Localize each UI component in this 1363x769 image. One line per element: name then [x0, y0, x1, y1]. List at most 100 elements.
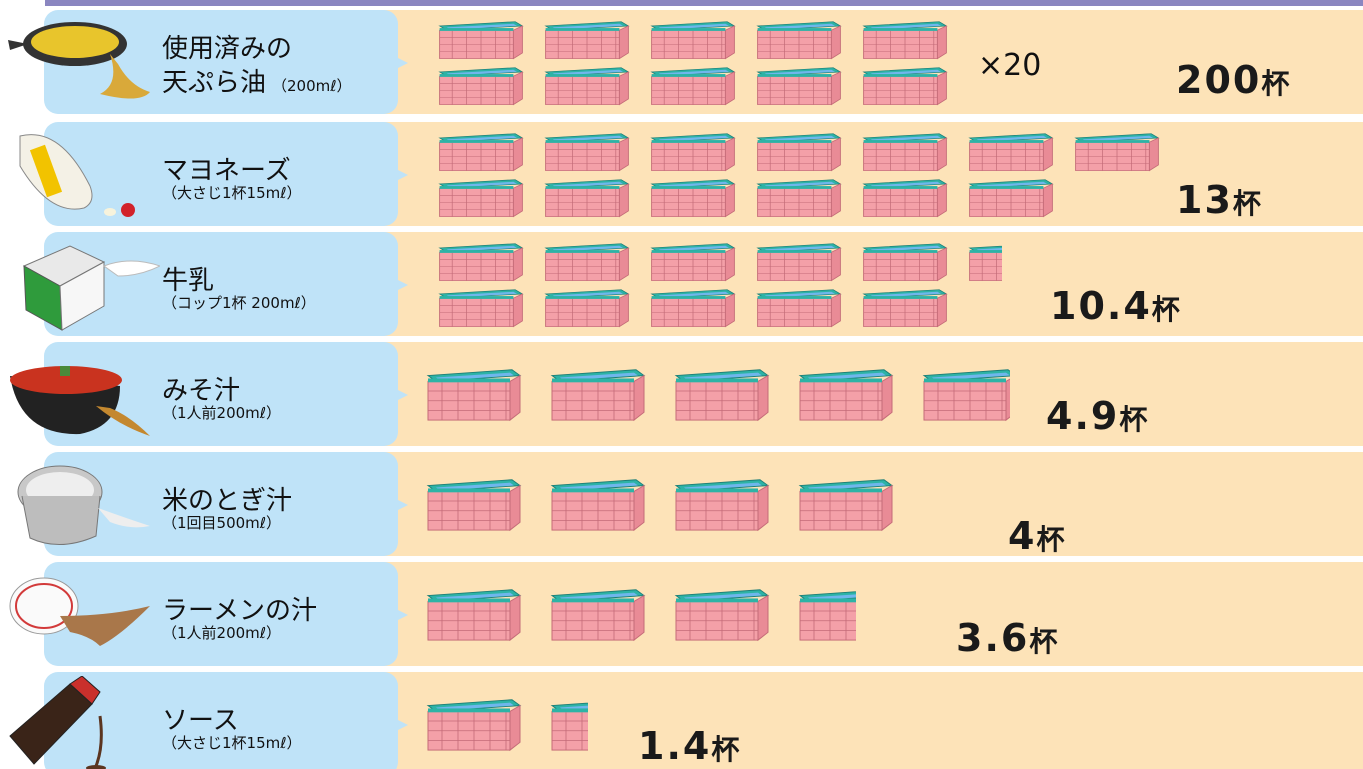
- chart-row: 使用済みの天ぷら油 （200mℓ） ×20 200杯: [0, 10, 1363, 114]
- bathtub-mark: [920, 362, 1020, 426]
- bathtub-mark: [648, 238, 738, 286]
- bathtub-mark: [542, 284, 632, 332]
- category-label-box: [44, 452, 398, 556]
- bathtub-mark: [754, 16, 844, 64]
- chart-row: マヨネーズ （大さじ1杯15mℓ） 13杯: [0, 122, 1363, 226]
- bathtub-mark: [424, 692, 524, 756]
- category-label-box: [44, 122, 398, 226]
- bathtub-marks: [0, 452, 1363, 556]
- category-amount: （1人前200mℓ）: [162, 624, 281, 642]
- bathtub-mark: [548, 472, 648, 536]
- bathtub-mark: [966, 174, 1056, 222]
- bathtub-mark: [860, 128, 950, 176]
- category-name: 米のとぎ汁: [162, 486, 293, 516]
- bathtub-mark: [542, 16, 632, 64]
- value-label: 4.9杯: [1046, 394, 1148, 438]
- bathtub-mark: [436, 62, 526, 110]
- bathtub-marks: [0, 562, 1363, 666]
- row-band: [380, 672, 1363, 769]
- bathtub-mark: [548, 692, 648, 756]
- bathtub-marks: [0, 122, 1363, 226]
- bathtub-mark: [966, 128, 1056, 176]
- category-amount: （1人前200mℓ）: [162, 404, 281, 422]
- top-rule: [45, 0, 1363, 6]
- bathtub-marks: [0, 232, 1363, 336]
- arrow-right-icon: [382, 162, 408, 188]
- bathtub-mark: [754, 62, 844, 110]
- category-name: マヨネーズ: [162, 156, 291, 186]
- value-label: 200杯: [1176, 58, 1290, 102]
- chart-row: 米のとぎ汁 （1回目500mℓ） 4杯: [0, 452, 1363, 558]
- chart-row: ソース （大さじ1杯15mℓ） 1.4杯: [0, 672, 1363, 769]
- rice-pot-icon: [0, 456, 160, 552]
- bathtub-mark: [436, 238, 526, 286]
- category-name: みそ汁: [162, 376, 241, 406]
- bathtub-mark: [966, 238, 1056, 286]
- ramen-bowl-icon: [0, 566, 160, 662]
- milk-carton-icon: [0, 236, 162, 332]
- value-label: 13杯: [1176, 178, 1261, 222]
- arrow-right-icon: [382, 712, 408, 738]
- bathtub-mark: [1072, 128, 1162, 176]
- bathtub-marks: [0, 342, 1363, 446]
- bathtub-mark: [648, 128, 738, 176]
- bathtub-mark: [548, 362, 648, 426]
- bathtub-mark: [542, 128, 632, 176]
- bathtub-mark: [542, 62, 632, 110]
- bathtub-mark: [796, 582, 896, 646]
- frying-pan-oil-icon: [0, 14, 160, 110]
- bathtub-mark: [648, 16, 738, 64]
- value-label: 4杯: [1008, 514, 1065, 558]
- bathtub-mark: [436, 16, 526, 64]
- bathtub-mark: [860, 62, 950, 110]
- category-name: 使用済みの: [162, 34, 293, 64]
- bathtub-mark: [754, 284, 844, 332]
- bathtub-marks: [0, 10, 1363, 114]
- category-name-line2: 天ぷら油 （200mℓ）: [162, 68, 352, 98]
- bathtub-mark: [542, 238, 632, 286]
- category-amount: （コップ1杯 200mℓ）: [162, 294, 316, 312]
- sauce-bottle-icon: [0, 675, 160, 769]
- value-label: 3.6杯: [956, 616, 1058, 660]
- bathtub-mark: [754, 238, 844, 286]
- bathtub-mark: [672, 362, 772, 426]
- row-band: [380, 562, 1363, 666]
- category-amount: （1回目500mℓ）: [162, 514, 281, 532]
- arrow-right-icon: [382, 50, 408, 76]
- chart-row: ラーメンの汁 （1人前200mℓ） 3.6杯: [0, 562, 1363, 666]
- category-amount: （大さじ1杯15mℓ）: [162, 734, 302, 752]
- chart-row: みそ汁 （1人前200mℓ） 4.9杯: [0, 342, 1363, 446]
- bathtub-mark: [860, 16, 950, 64]
- value-label: 10.4杯: [1050, 284, 1180, 328]
- category-amount: （大さじ1杯15mℓ）: [162, 184, 302, 202]
- miso-soup-bowl-icon: [0, 346, 160, 442]
- bathtub-mark: [860, 174, 950, 222]
- mayonnaise-bottle-icon: [0, 126, 160, 222]
- bathtub-mark: [648, 62, 738, 110]
- arrow-right-icon: [382, 382, 408, 408]
- bathtub-mark: [424, 362, 524, 426]
- bathtub-mark: [648, 284, 738, 332]
- multiplier-label: ×20: [978, 48, 1042, 83]
- value-label: 1.4杯: [638, 724, 740, 768]
- bathtub-mark: [436, 128, 526, 176]
- category-name: ソース: [162, 706, 239, 736]
- bathtub-marks: [0, 672, 1363, 769]
- category-amount: （200mℓ）: [272, 77, 352, 95]
- bathtub-mark: [754, 174, 844, 222]
- arrow-right-icon: [382, 272, 408, 298]
- bathtub-mark: [436, 284, 526, 332]
- arrow-right-icon: [382, 602, 408, 628]
- category-label-box: [44, 672, 398, 769]
- arrow-right-icon: [382, 492, 408, 518]
- chart-row: 牛乳 （コップ1杯 200mℓ） 10.4杯: [0, 232, 1363, 336]
- category-name: 牛乳: [162, 266, 215, 296]
- bathtub-mark: [424, 582, 524, 646]
- bathtub-mark: [672, 582, 772, 646]
- bathtub-mark: [754, 128, 844, 176]
- bathtub-mark: [648, 174, 738, 222]
- bathtub-mark: [672, 472, 772, 536]
- bathtub-mark: [860, 284, 950, 332]
- bathtub-mark: [424, 472, 524, 536]
